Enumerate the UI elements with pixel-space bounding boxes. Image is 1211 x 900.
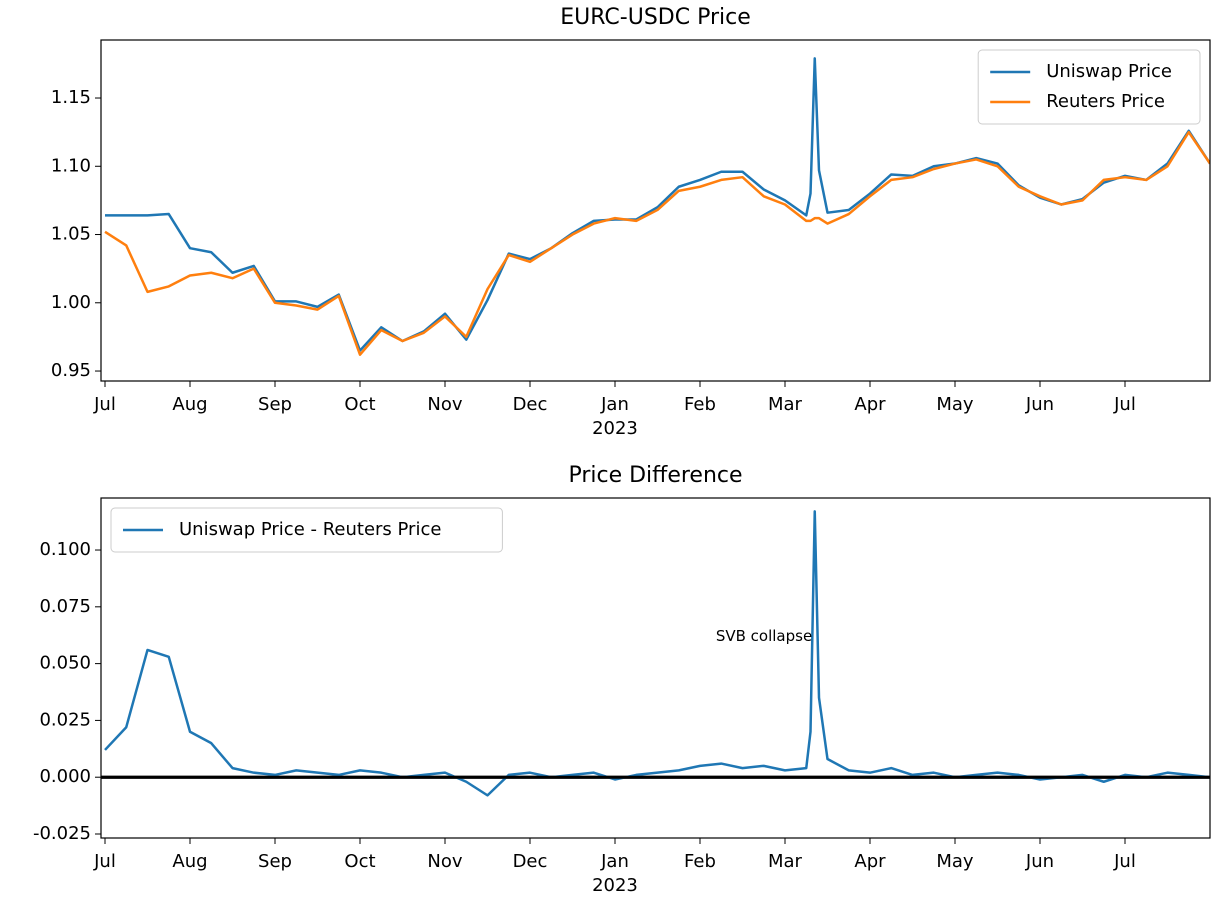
legend-label: Reuters Price — [1046, 91, 1165, 112]
x-tick-sublabel: 2023 — [592, 875, 638, 896]
x-tick-label: Jun — [1025, 851, 1054, 872]
series-line — [104, 510, 1210, 797]
y-tick-label: 1.15 — [51, 87, 91, 108]
legend: Uniswap Price - Reuters Price — [110, 507, 503, 553]
y-tick-label: 0.075 — [39, 596, 91, 617]
x-tick-label: Sep — [258, 394, 292, 415]
y-tick-label: 1.05 — [51, 224, 91, 245]
x-tick-label: Jan — [600, 851, 629, 872]
x-tick-label: Mar — [768, 394, 803, 415]
x-tick-label: Jan — [600, 394, 629, 415]
x-tick-label: Jul — [93, 851, 116, 872]
chart-title: EURC-USDC Price — [560, 5, 751, 30]
x-tick-label: Sep — [258, 851, 292, 872]
x-tick-label: Aug — [172, 851, 207, 872]
axes-frame — [100, 497, 1211, 839]
annotation: SVB collapse — [716, 627, 812, 645]
x-tick-label: Apr — [854, 394, 886, 415]
x-tick-label: Nov — [427, 851, 462, 872]
x-tick-label: Aug — [172, 394, 207, 415]
legend-label: Uniswap Price - Reuters Price — [179, 519, 441, 540]
legend-box — [110, 507, 503, 553]
x-tick-label: Jun — [1025, 394, 1054, 415]
x-tick-label: Oct — [344, 394, 375, 415]
x-tick-label: Feb — [684, 851, 716, 872]
legend-label: Uniswap Price — [1046, 61, 1172, 82]
legend-box — [977, 49, 1201, 125]
y-tick-label: 0.100 — [39, 539, 91, 560]
x-tick-label: May — [936, 394, 974, 415]
x-tick-sublabel: 2023 — [592, 418, 638, 439]
chart-title: Price Difference — [568, 463, 742, 488]
y-tick-label: 0.025 — [39, 709, 91, 730]
x-tick-label: May — [936, 851, 974, 872]
y-tick-label: 0.95 — [51, 360, 91, 381]
x-tick-label: Dec — [513, 394, 548, 415]
y-tick-label: 1.10 — [51, 155, 91, 176]
x-tick-label: Jul — [1113, 394, 1136, 415]
x-tick-label: Dec — [513, 851, 548, 872]
y-tick-label: 0.050 — [39, 653, 91, 674]
x-tick-label: Jul — [1113, 851, 1136, 872]
legend: Uniswap Price Reuters Price — [977, 49, 1201, 125]
axes-frame — [100, 39, 1211, 382]
x-tick-label: Jul — [93, 394, 116, 415]
x-tick-label: Feb — [684, 394, 716, 415]
y-tick-label: 1.00 — [51, 292, 91, 313]
y-tick-label: -0.025 — [33, 823, 91, 844]
y-tick-label: 0.000 — [39, 766, 91, 787]
x-tick-label: Mar — [768, 851, 803, 872]
x-tick-label: Apr — [854, 851, 886, 872]
x-tick-label: Oct — [344, 851, 375, 872]
x-tick-label: Nov — [427, 394, 462, 415]
series-line — [104, 130, 1210, 356]
